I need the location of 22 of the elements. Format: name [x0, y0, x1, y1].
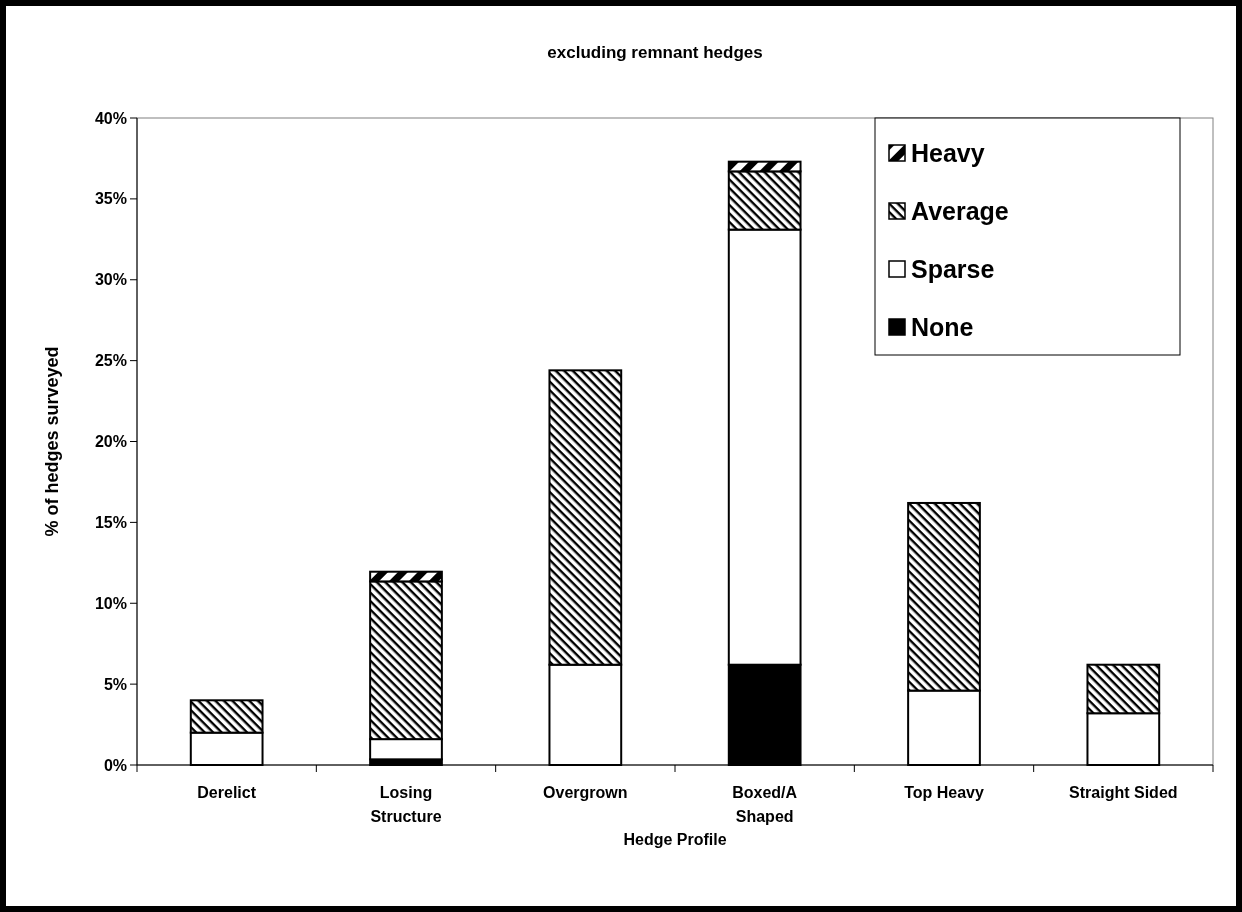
- x-axis-title: Hedge Profile: [623, 831, 727, 848]
- x-tick-label: Overgrown: [543, 784, 628, 801]
- y-tick-label: 35%: [94, 190, 127, 208]
- chart-title: excluding remnant hedges: [547, 43, 763, 62]
- y-tick-label: 10%: [94, 594, 127, 612]
- y-tick-label: 20%: [94, 433, 127, 451]
- y-tick-label: 25%: [94, 352, 127, 370]
- y-tick-label: 30%: [94, 271, 127, 289]
- y-tick-label: 40%: [94, 109, 127, 127]
- legend-label: Sparse: [911, 254, 995, 283]
- x-tick-label: Top Heavy: [904, 784, 984, 801]
- y-tick-label: 0%: [103, 756, 127, 774]
- y-tick-label: 15%: [94, 513, 127, 531]
- x-tick-label: Straight Sided: [1069, 784, 1178, 801]
- y-tick-label: 5%: [103, 675, 127, 693]
- x-tick-label: Losing Structure: [370, 784, 442, 825]
- legend-label: None: [911, 312, 974, 341]
- x-tick-label: Derelict: [197, 784, 257, 801]
- x-tick-label: Boxed/A Shaped: [732, 784, 798, 825]
- legend-label: Heavy: [911, 138, 985, 167]
- legend-label: Average: [911, 196, 1009, 225]
- y-axis-title: % of hedges surveyed: [42, 346, 62, 537]
